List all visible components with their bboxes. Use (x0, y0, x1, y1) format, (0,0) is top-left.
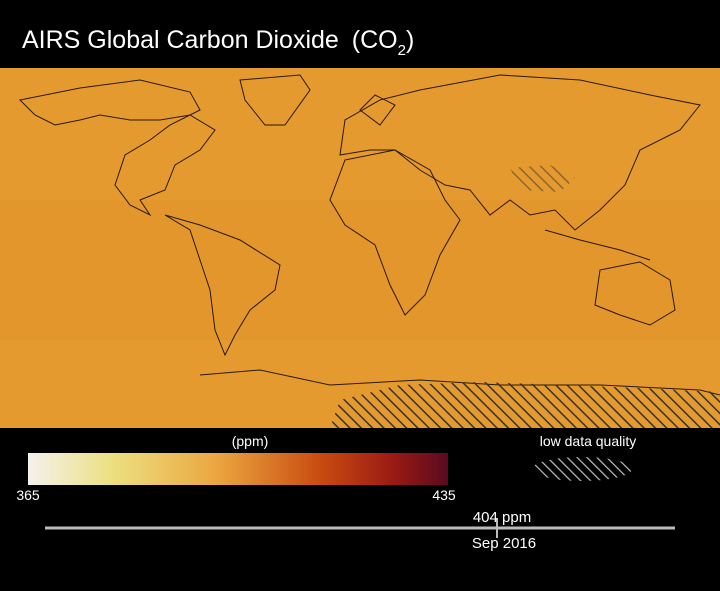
current-date: Sep 2016 (472, 535, 536, 552)
colorbar-min: 365 (16, 487, 40, 503)
current-value: 404 ppm (473, 509, 531, 526)
colorbar (28, 453, 448, 485)
legend-swatch (532, 457, 632, 481)
title: AIRS Global Carbon Dioxide (CO2) (22, 26, 414, 59)
colorbar-max: 435 (432, 487, 456, 503)
map (0, 68, 720, 428)
colorbar-unit: (ppm) (232, 433, 269, 449)
legend-label: low data quality (540, 433, 637, 449)
